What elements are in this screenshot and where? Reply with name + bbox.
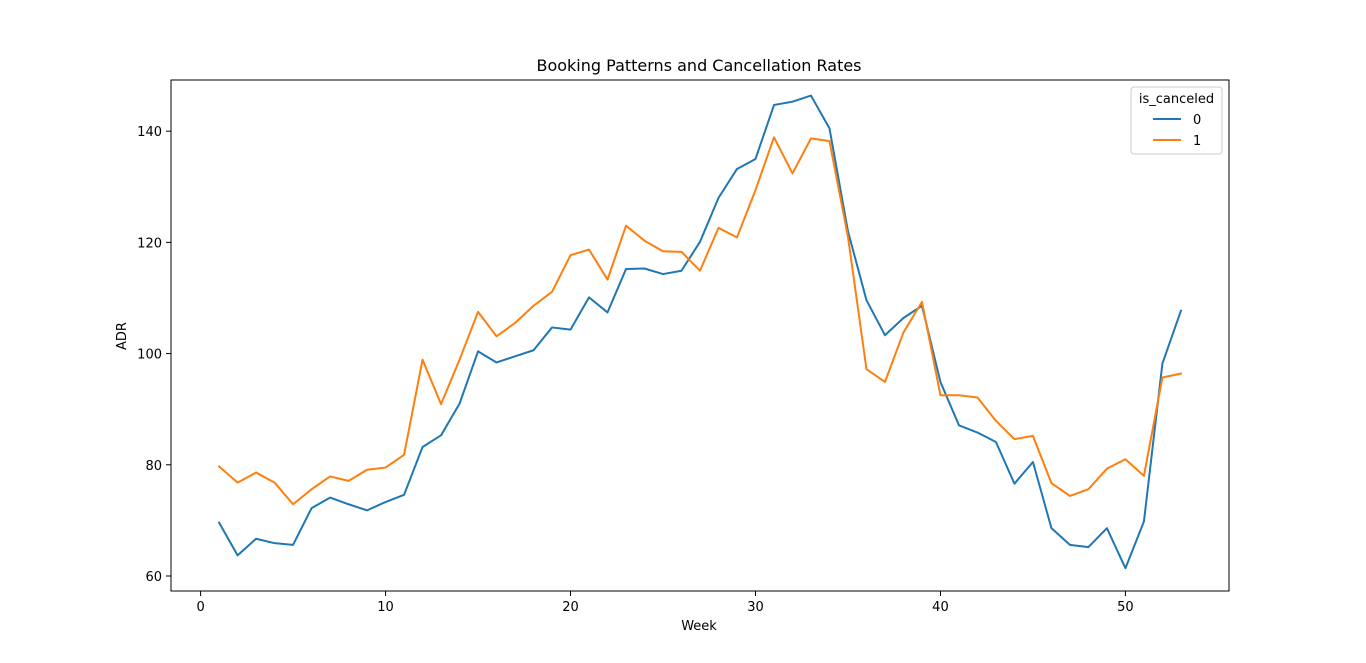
legend-title: is_canceled	[1139, 92, 1214, 107]
y-tick-label: 140	[137, 125, 162, 140]
x-tick-label: 50	[1117, 600, 1134, 615]
x-tick-label: 0	[196, 600, 204, 615]
legend-label-1: 1	[1193, 134, 1201, 149]
axes-frame	[170, 79, 1230, 592]
series-line-1	[217, 136, 1183, 506]
legend-box	[1130, 86, 1223, 155]
x-tick-label: 30	[747, 600, 764, 615]
y-tick-label: 100	[137, 348, 162, 363]
y-tick-label: 60	[145, 570, 162, 585]
chart-title: Booking Patterns and Cancellation Rates	[536, 56, 861, 75]
x-tick-label: 10	[377, 600, 394, 615]
x-tick-label: 40	[932, 600, 949, 615]
y-axis-title: ADR	[115, 322, 130, 350]
x-tick-label: 20	[562, 600, 579, 615]
y-tick-label: 120	[137, 236, 162, 251]
legend-label-0: 0	[1193, 113, 1201, 128]
legend: is_canceled 0 1	[1130, 86, 1223, 155]
x-axis-title: Week	[681, 619, 717, 634]
series-line-0	[217, 94, 1183, 570]
y-tick-label: 80	[145, 459, 162, 474]
